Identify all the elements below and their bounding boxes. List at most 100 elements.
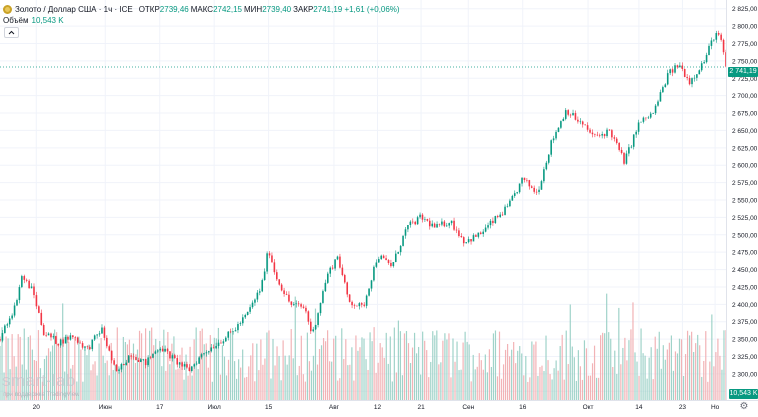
gear-icon[interactable]: ⚙ [739,401,749,412]
volume-bar [591,363,594,400]
volume-bar [41,381,44,400]
volume-bar [506,343,509,400]
volume-bar [43,359,46,400]
candle-body [518,183,521,193]
candle-body [106,337,108,347]
candle-body [462,237,465,244]
candle-body [557,127,560,132]
candle-body [21,276,23,288]
volume-bar [557,370,559,400]
price-axis[interactable]: 2 275,002 300,002 325,002 350,002 375,00… [726,0,758,400]
candle-body [8,318,11,325]
candle-body [649,113,652,118]
candle-body [380,255,383,260]
volume-bar [703,360,705,400]
volume-bar [159,341,161,400]
candle-body [317,313,319,325]
candle-body [6,324,9,326]
volume-bar [161,366,163,400]
candle-body [137,360,140,362]
candle-body [521,177,523,184]
candle-body [312,329,315,332]
candle-body [392,262,395,267]
x-tick-label: 16 [519,404,527,411]
volume-bar [58,346,60,400]
volume-bar [120,368,122,400]
volume-bar [84,346,86,400]
volume-bar [391,381,393,400]
x-tick-label: 23 [679,404,687,411]
volume-bar [383,357,385,400]
volume-bar [537,375,539,400]
candle-body [76,337,79,343]
volume-bar [219,374,222,400]
volume-bar [169,364,171,400]
candle-body [419,214,421,218]
volume-bar [628,340,630,400]
candle-body [161,348,164,352]
candle-body [169,351,171,359]
candle-body [353,305,356,306]
candle-body [501,214,504,216]
volume-bar [11,334,13,400]
volume-bar [492,333,495,400]
candle-body [482,231,484,234]
volume-bar [229,331,232,400]
candle-body [671,69,674,73]
volume-bar [353,380,355,400]
last-price-badge: 2 741,19 [728,67,758,77]
candle-body [715,33,718,40]
candle-body [295,303,298,305]
volume-bar [138,330,141,400]
candle-body [693,77,696,79]
volume-bar [314,308,317,400]
volume-bar [634,352,636,400]
volume-bar [589,375,592,400]
y-tick-label: 2 600,00 [732,163,758,170]
volume-label[interactable]: Объём [3,16,29,25]
volume-bar [149,330,151,400]
volume-bar [70,368,72,400]
ohlc-close-label: ЗАКР [293,4,314,14]
volume-bar [472,354,474,400]
volume-bar [92,364,94,400]
volume-bar [25,369,27,400]
volume-bar [553,368,555,400]
candle-body [149,357,152,359]
time-axis[interactable]: 20 Июн 17 Июл 15 Авг 12 21 Сен 16 Окт 14 23 Но [0,400,758,412]
volume-bar [511,349,513,400]
candle-body [234,330,237,332]
volume-bar [563,379,565,400]
x-tick-label: 20 [33,404,41,411]
x-tick-label: 14 [635,404,643,411]
y-tick-label: 2 400,00 [732,302,758,309]
volume-bar [242,349,244,400]
y-tick-label: 2 825,00 [732,6,758,13]
volume-bar [711,314,713,400]
candle-body [249,307,251,312]
candle-body [188,367,191,372]
volume-bar [9,369,11,400]
volume-bar [640,328,642,400]
volume-bar [106,360,108,400]
candle-body [506,206,509,207]
candle-body [630,146,633,148]
volume-bar [213,337,215,400]
volume-bar [397,320,399,400]
symbol-title[interactable]: Золото / Доллар США · 1ч · ICE [15,4,133,14]
candle-body [472,235,475,242]
candle-body [618,142,620,150]
candle-body [334,259,336,269]
volume-bar [630,329,632,400]
volume-bar [699,345,701,400]
volume-bar [331,361,333,400]
candle-body [465,242,467,244]
legend-collapse-button[interactable] [4,27,19,38]
volume-bar [509,356,511,400]
candle-body [79,342,81,344]
candle-body [135,357,137,361]
volume-bar [45,355,48,400]
volume-bar [298,365,300,400]
